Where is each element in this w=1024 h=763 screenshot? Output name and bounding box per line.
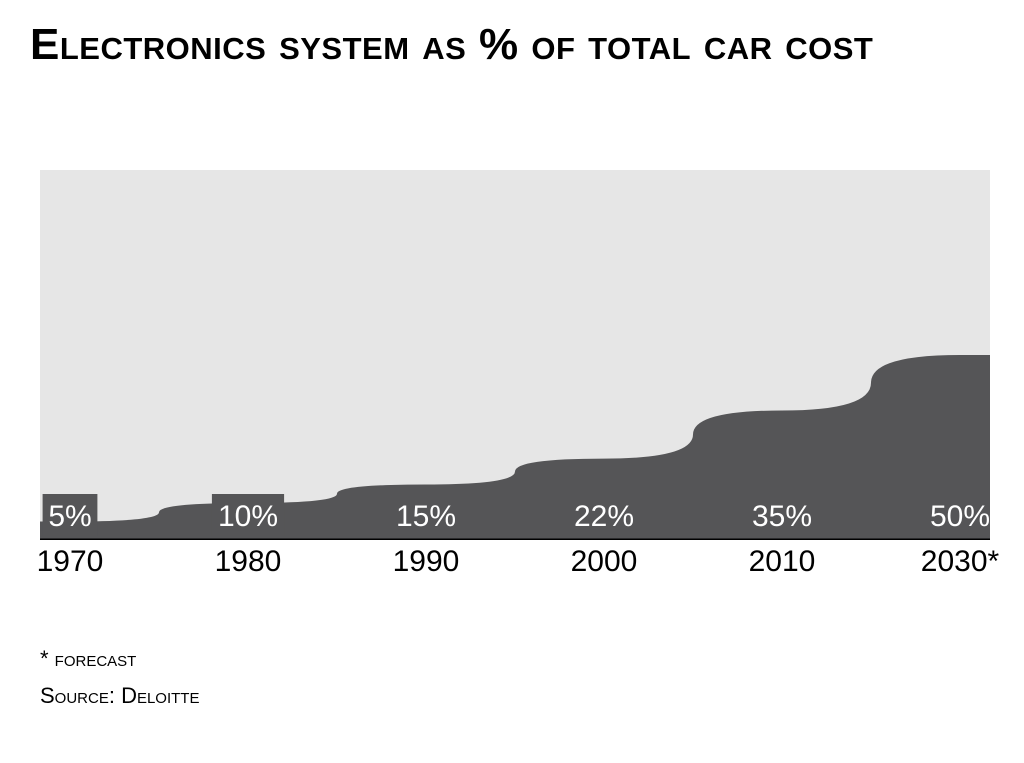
value-label: 10%	[218, 500, 278, 533]
x-axis-label: 2010	[749, 545, 816, 579]
x-axis-labels: 197019801990200020102030*	[40, 545, 990, 585]
chart-svg: 5% 10% 15% 22% 35% 50%	[40, 170, 990, 540]
footnote-source: Source: Deloitte	[40, 677, 940, 714]
x-axis-label: 1990	[393, 545, 460, 579]
chart-title: Electronics system as % of total car cos…	[30, 20, 990, 71]
value-label: 35%	[752, 500, 812, 533]
value-label: 22%	[574, 500, 634, 533]
x-axis-label: 1970	[37, 545, 104, 579]
footnote-forecast: * forecast	[40, 640, 940, 677]
area-chart: 5% 10% 15% 22% 35% 50%	[40, 170, 990, 540]
footnotes: * forecast Source: Deloitte	[40, 640, 940, 715]
x-axis-label: 1980	[215, 545, 282, 579]
value-label: 15%	[396, 500, 456, 533]
x-axis-label: 2000	[571, 545, 638, 579]
page: Electronics system as % of total car cos…	[0, 0, 1024, 763]
value-label: 5%	[48, 500, 91, 533]
value-label: 50%	[930, 500, 990, 533]
x-axis-label: 2030*	[921, 545, 999, 579]
